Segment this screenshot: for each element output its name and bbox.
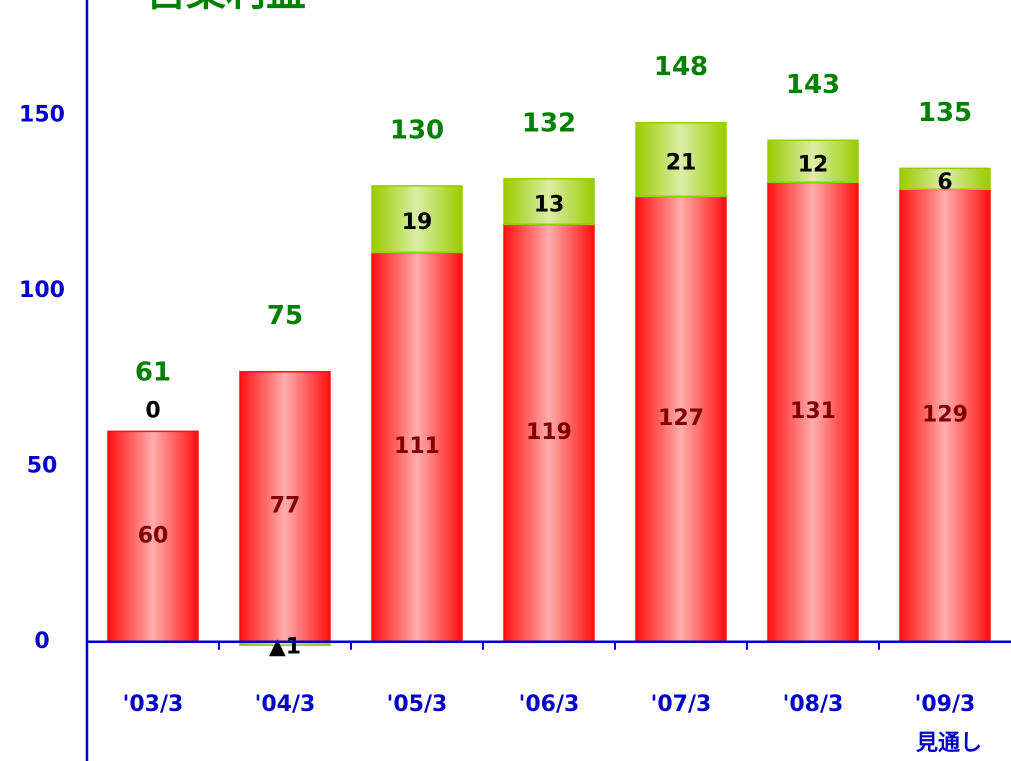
value-label: 77	[270, 494, 301, 519]
value-label: 119	[526, 420, 572, 445]
bar-segment	[239, 370, 331, 643]
y-tick-label: 50	[27, 453, 58, 478]
bar-segment	[767, 181, 859, 643]
bar-segment	[107, 430, 199, 643]
bar-segment	[635, 195, 727, 643]
value-label: 12	[798, 152, 829, 177]
total-label: 75	[267, 301, 303, 331]
x-tick-label: '09/3	[915, 692, 976, 717]
chart-title: 営業利益	[146, 0, 306, 15]
value-label: 21	[666, 151, 697, 176]
value-label: 111	[394, 434, 440, 459]
bar-segment	[503, 223, 595, 643]
annotation: 見通し	[916, 731, 982, 756]
y-tick-label: 150	[19, 103, 65, 128]
bar-segment	[371, 185, 463, 254]
bar-segment	[503, 178, 595, 226]
value-label: 19	[402, 210, 433, 235]
bar-segment	[899, 188, 991, 643]
value-label: 60	[138, 524, 169, 549]
x-tick-label: '07/3	[651, 692, 712, 717]
y-tick-label: 0	[34, 629, 49, 654]
value-label: 13	[534, 193, 565, 218]
y-tick-label: 100	[19, 278, 65, 303]
total-label: 135	[918, 98, 972, 128]
x-tick-label: '06/3	[519, 692, 580, 717]
total-label: 132	[522, 108, 576, 138]
value-label: 6	[937, 170, 952, 195]
bar-segment	[899, 167, 991, 191]
value-label: 131	[790, 399, 836, 424]
value-label: 0	[145, 398, 160, 423]
total-label: 61	[135, 357, 171, 387]
x-tick-label: '08/3	[783, 692, 844, 717]
total-label: 130	[390, 115, 444, 145]
total-label: 143	[786, 70, 840, 100]
value-label: 127	[658, 406, 704, 431]
x-tick-label: '03/3	[123, 692, 184, 717]
bar-segment	[767, 139, 859, 184]
bar-segment	[371, 251, 463, 643]
value-label: 129	[922, 403, 968, 428]
bar-segment	[635, 121, 727, 198]
x-tick-label: '04/3	[255, 692, 316, 717]
value-label: ▲1	[269, 635, 301, 660]
total-label: 148	[654, 52, 708, 82]
x-tick-label: '05/3	[387, 692, 448, 717]
